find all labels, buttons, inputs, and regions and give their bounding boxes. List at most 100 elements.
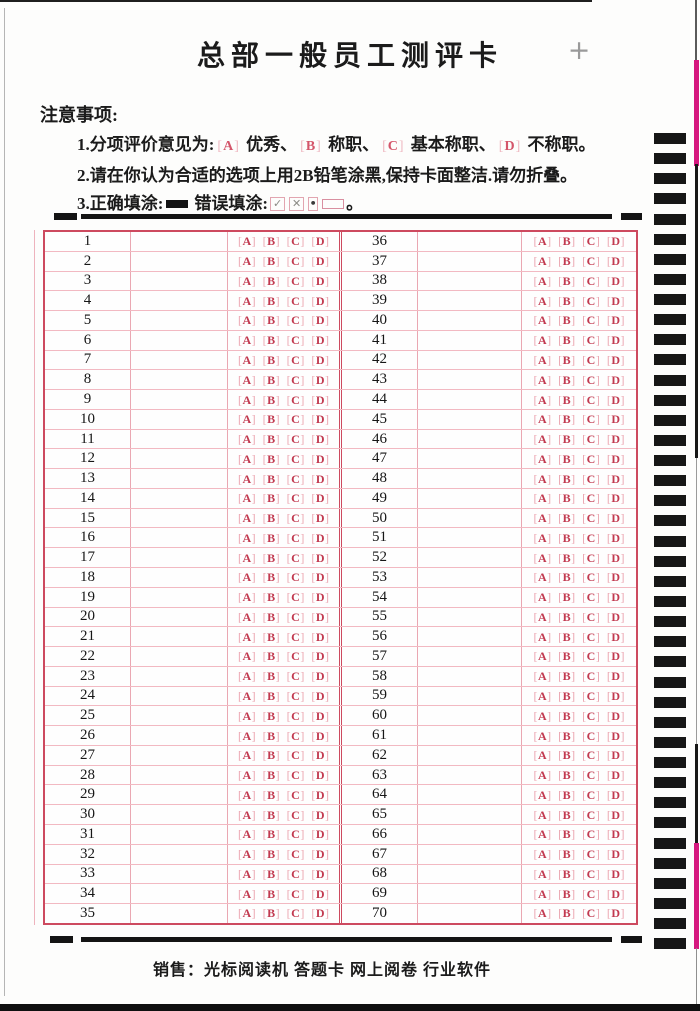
bubble-C[interactable]: [C] — [582, 255, 601, 267]
bubble-A[interactable]: [A] — [237, 809, 256, 821]
bubble-B[interactable]: [B] — [262, 354, 280, 366]
bubble-B[interactable]: [B] — [262, 650, 280, 662]
bubble-D[interactable]: [D] — [311, 532, 330, 544]
bubble-D[interactable]: [D] — [311, 433, 330, 445]
bubble-B[interactable]: [B] — [262, 255, 280, 267]
bubble-B[interactable]: [B] — [262, 769, 280, 781]
bubble-C[interactable]: [C] — [286, 413, 305, 425]
bubble-C[interactable]: [C] — [582, 314, 601, 326]
bubble-A[interactable]: [A] — [237, 868, 256, 880]
bubble-D[interactable]: [D] — [606, 789, 625, 801]
bubble-D[interactable]: [D] — [606, 374, 625, 386]
bubble-B[interactable]: [B] — [262, 314, 280, 326]
bubble-A[interactable]: [A] — [237, 789, 256, 801]
bubble-A[interactable]: [A] — [533, 749, 552, 761]
bubble-A[interactable]: [A] — [237, 828, 256, 840]
bubble-B[interactable]: [B] — [262, 670, 280, 682]
bubble-C[interactable]: [C] — [286, 828, 305, 840]
bubble-D[interactable]: [D] — [606, 828, 625, 840]
bubble-A[interactable]: [A] — [533, 650, 552, 662]
bubble-A[interactable]: [A] — [533, 888, 552, 900]
bubble-A[interactable]: [A] — [237, 453, 256, 465]
bubble-D[interactable]: [D] — [606, 868, 625, 880]
bubble-B[interactable]: [B] — [558, 828, 576, 840]
bubble-A[interactable]: [A] — [533, 235, 552, 247]
bubble-D[interactable]: [D] — [311, 611, 330, 623]
bubble-A[interactable]: [A] — [533, 255, 552, 267]
bubble-A[interactable]: [A] — [533, 907, 552, 919]
bubble-D[interactable]: [D] — [311, 354, 330, 366]
bubble-C[interactable]: [C] — [286, 907, 305, 919]
bubble-C[interactable]: [C] — [286, 275, 305, 287]
bubble-C[interactable]: [C] — [582, 334, 601, 346]
bubble-B[interactable]: [B] — [558, 690, 576, 702]
bubble-D[interactable]: [D] — [311, 769, 330, 781]
bubble-C[interactable]: [C] — [286, 690, 305, 702]
bubble-A[interactable]: [A] — [533, 789, 552, 801]
bubble-D[interactable]: [D] — [311, 789, 330, 801]
bubble-D[interactable]: [D] — [311, 235, 330, 247]
bubble-C[interactable]: [C] — [582, 710, 601, 722]
bubble-A[interactable]: [A] — [533, 413, 552, 425]
bubble-A[interactable]: [A] — [237, 552, 256, 564]
bubble-D[interactable]: [D] — [606, 394, 625, 406]
bubble-D[interactable]: [D] — [606, 275, 625, 287]
bubble-D[interactable]: [D] — [606, 907, 625, 919]
bubble-C[interactable]: [C] — [582, 789, 601, 801]
bubble-A[interactable]: [A] — [237, 413, 256, 425]
bubble-C[interactable]: [C] — [582, 354, 601, 366]
bubble-B[interactable]: [B] — [262, 828, 280, 840]
bubble-C[interactable]: [C] — [582, 690, 601, 702]
bubble-B[interactable]: [B] — [558, 314, 576, 326]
bubble-B[interactable]: [B] — [262, 413, 280, 425]
bubble-B[interactable]: [B] — [558, 374, 576, 386]
bubble-B[interactable]: [B] — [558, 354, 576, 366]
bubble-C[interactable]: [C] — [582, 670, 601, 682]
bubble-C[interactable]: [C] — [286, 769, 305, 781]
bubble-A[interactable]: [A] — [533, 631, 552, 643]
bubble-C[interactable]: [C] — [286, 749, 305, 761]
bubble-C[interactable]: [C] — [582, 848, 601, 860]
bubble-D[interactable]: [D] — [311, 374, 330, 386]
bubble-B[interactable]: [B] — [558, 453, 576, 465]
bubble-B[interactable]: [B] — [558, 730, 576, 742]
bubble-A[interactable]: [A] — [533, 532, 552, 544]
bubble-B[interactable]: [B] — [262, 235, 280, 247]
bubble-B[interactable]: [B] — [262, 730, 280, 742]
bubble-A[interactable]: [A] — [533, 473, 552, 485]
bubble-B[interactable]: [B] — [558, 512, 576, 524]
bubble-C[interactable]: [C] — [286, 255, 305, 267]
bubble-A[interactable]: [A] — [533, 571, 552, 583]
bubble-B[interactable]: [B] — [262, 394, 280, 406]
bubble-A[interactable]: [A] — [533, 374, 552, 386]
bubble-A[interactable]: [A] — [237, 354, 256, 366]
bubble-D[interactable]: [D] — [311, 552, 330, 564]
bubble-B[interactable]: [B] — [558, 394, 576, 406]
bubble-C[interactable]: [C] — [582, 433, 601, 445]
bubble-C[interactable]: [C] — [286, 848, 305, 860]
bubble-A[interactable]: [A] — [237, 532, 256, 544]
bubble-C[interactable]: [C] — [582, 631, 601, 643]
bubble-C[interactable]: [C] — [582, 473, 601, 485]
bubble-C[interactable]: [C] — [582, 492, 601, 504]
bubble-A[interactable]: [A] — [533, 690, 552, 702]
bubble-B[interactable]: [B] — [262, 433, 280, 445]
bubble-C[interactable]: [C] — [582, 571, 601, 583]
bubble-C[interactable]: [C] — [582, 769, 601, 781]
bubble-B[interactable]: [B] — [262, 848, 280, 860]
bubble-B[interactable]: [B] — [558, 295, 576, 307]
bubble-C[interactable]: [C] — [582, 730, 601, 742]
bubble-C[interactable]: [C] — [582, 828, 601, 840]
bubble-C[interactable]: [C] — [286, 670, 305, 682]
bubble-B[interactable]: [B] — [558, 809, 576, 821]
bubble-A[interactable]: [A] — [237, 611, 256, 623]
bubble-B[interactable]: [B] — [558, 907, 576, 919]
bubble-C[interactable]: [C] — [286, 473, 305, 485]
bubble-D[interactable]: [D] — [311, 848, 330, 860]
bubble-A[interactable]: [A] — [237, 670, 256, 682]
bubble-A[interactable]: [A] — [533, 453, 552, 465]
bubble-A[interactable]: [A] — [237, 394, 256, 406]
bubble-B[interactable]: [B] — [558, 611, 576, 623]
bubble-D[interactable]: [D] — [311, 413, 330, 425]
bubble-A[interactable]: [A] — [237, 473, 256, 485]
